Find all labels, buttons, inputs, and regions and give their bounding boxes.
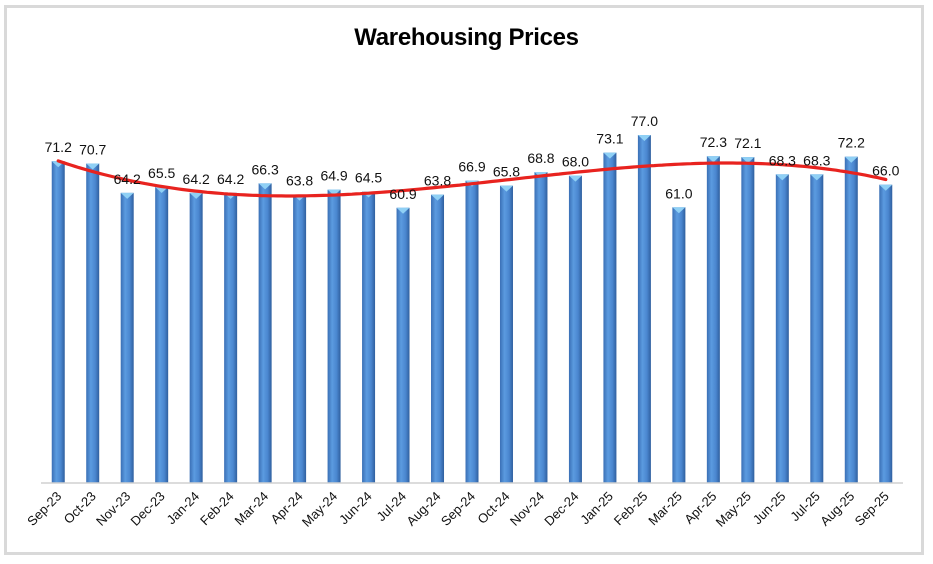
data-label: 64.9 [320, 168, 347, 184]
bar-cap [189, 192, 203, 199]
data-label: 68.3 [769, 152, 796, 168]
chart-title: Warehousing Prices [354, 24, 579, 51]
bar-Apr-24 [293, 194, 307, 483]
bar-Feb-24 [224, 192, 238, 483]
bar-cap [568, 175, 582, 182]
data-label: 63.8 [424, 173, 451, 189]
x-tick-label: Nov-24 [507, 489, 547, 529]
bar-Sep-24 [465, 180, 479, 483]
bar-cap [327, 189, 341, 196]
x-tick-label: Sep-23 [24, 489, 64, 529]
bar-Jun-25 [775, 174, 789, 484]
data-label: 61.0 [665, 185, 692, 201]
data-label: 70.7 [79, 141, 106, 157]
x-tick-label: Mar-25 [645, 489, 685, 529]
x-tick-label: May-25 [713, 489, 754, 530]
bar-cap [258, 183, 272, 190]
bar-cap [396, 207, 410, 214]
bar-cap [672, 207, 686, 214]
bar-Jan-24 [189, 192, 203, 483]
data-label: 65.8 [493, 164, 520, 180]
data-label: 66.3 [251, 161, 278, 177]
data-label: 64.2 [217, 171, 244, 187]
bar-cap [706, 156, 720, 163]
bar-cap [637, 135, 651, 141]
bar-Sep-25 [879, 184, 893, 483]
bars-group [51, 135, 893, 484]
bar-Mar-25 [672, 207, 686, 483]
x-tick-label: Feb-25 [611, 489, 651, 529]
bar-cap [499, 185, 513, 192]
x-tick-label: Jan-24 [164, 489, 203, 528]
data-label: 68.0 [562, 154, 589, 170]
x-tick-label: Oct-23 [61, 489, 99, 527]
trendline [56, 159, 888, 198]
bar-Apr-25 [706, 156, 720, 483]
x-tick-label: Oct-24 [474, 489, 512, 527]
bar-cap [120, 192, 134, 199]
x-tick-label: May-24 [299, 489, 340, 530]
data-label: 72.2 [838, 135, 865, 151]
data-label: 72.1 [734, 135, 761, 151]
bar-Oct-23 [86, 163, 100, 484]
data-label: 71.2 [45, 139, 72, 155]
data-label: 63.8 [286, 173, 313, 189]
bar-cap [86, 163, 100, 170]
x-tick-label: Nov-23 [93, 489, 133, 529]
data-label: 72.3 [700, 134, 727, 150]
x-tick-label: Sep-24 [438, 489, 478, 529]
bar-Aug-24 [431, 194, 445, 483]
bar-cap [603, 152, 617, 159]
bar-Aug-25 [844, 156, 858, 483]
data-label: 68.8 [527, 150, 554, 166]
x-tick-label: Dec-23 [128, 489, 168, 529]
data-label: 66.9 [458, 159, 485, 175]
x-tick-label: Feb-24 [197, 489, 237, 529]
bar-Dec-24 [568, 175, 582, 483]
data-label: 68.3 [803, 152, 830, 168]
x-tick-label: Jun-24 [336, 489, 375, 528]
bar-cap [879, 184, 893, 191]
bar-cap [844, 156, 858, 163]
bar-Nov-23 [120, 192, 134, 483]
bar-Dec-23 [155, 186, 169, 483]
bar-cap [810, 174, 824, 181]
bar-Jul-24 [396, 207, 410, 483]
bar-cap [431, 194, 445, 201]
data-label: 77.0 [631, 113, 658, 129]
bar-Feb-25 [637, 135, 651, 483]
bar-Sep-23 [51, 161, 65, 483]
bar-Jun-24 [362, 191, 376, 483]
data-label: 73.1 [596, 131, 623, 147]
bar-May-24 [327, 189, 341, 483]
x-tick-label: Mar-24 [232, 489, 272, 529]
data-label: 64.5 [355, 169, 382, 185]
bar-cap [775, 174, 789, 181]
data-label: 64.2 [183, 171, 210, 187]
data-label: 66.0 [872, 163, 899, 179]
bar-Oct-24 [499, 185, 513, 484]
x-tick-label: Dec-24 [541, 489, 581, 529]
data-label: 65.5 [148, 165, 175, 181]
x-tick-label: Jan-25 [577, 489, 616, 528]
bar-cap [741, 157, 755, 164]
bar-Nov-24 [534, 172, 548, 483]
x-tick-label: Sep-25 [852, 489, 892, 529]
data-label: 64.2 [114, 171, 141, 187]
data-label: 60.9 [389, 186, 416, 202]
bar-Jul-25 [810, 174, 824, 484]
data-labels-group: 71.2 70.7 64.2 65.5 64.2 64.2 66.3 63.8 64.9 64.5… [45, 113, 900, 202]
bar-May-25 [741, 157, 755, 484]
x-tick-label: Aug-25 [817, 489, 857, 529]
bar-Mar-24 [258, 183, 272, 483]
x-tick-label: Aug-24 [403, 489, 443, 529]
x-tick-label: Jun-25 [750, 489, 789, 528]
bar-Jan-25 [603, 152, 617, 483]
x-tick-labels-group: Sep-23Oct-23Nov-23Dec-23Jan-24Feb-24Mar-… [24, 489, 892, 530]
